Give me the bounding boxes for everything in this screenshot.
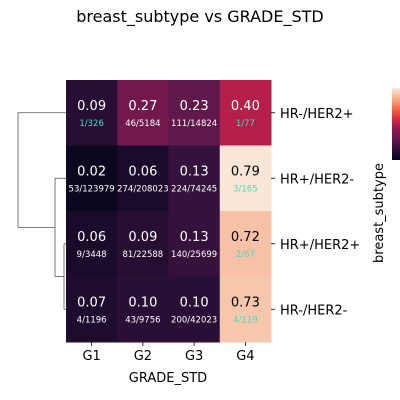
y-tick-labels: HR-/HER2+ HR+/HER2- HR+/HER2+ HR-/HER2- [271,107,360,318]
cell-value-label: 0.27 [128,99,157,114]
cell-value-label: 0.13 [180,230,209,245]
y-tick-label: HR-/HER2+ [280,107,354,122]
x-tick-label: G3 [185,349,203,364]
cell-count-label: 1/77 [236,119,255,129]
cell-value-label: 0.79 [231,164,260,179]
y-tick-label: HR-/HER2- [280,303,348,318]
cell-value-label: 0.10 [128,295,157,310]
cell-count-label: 140/25699 [171,250,217,260]
heatmap-cell [66,145,118,212]
cell-value-label: 0.13 [180,164,209,179]
x-tick-label: G1 [82,349,100,364]
cell-value-label: 0.40 [231,99,260,114]
heatmap-cell [117,80,169,146]
cell-count-label: 53/123979 [69,184,115,194]
cell-count-label: 46/5184 [125,119,160,129]
heatmap-cell [219,276,272,343]
y-tick-label: HR+/HER2+ [280,238,360,253]
cell-count-label: 9/3448 [77,250,107,260]
y-tick-label: HR+/HER2- [280,172,354,187]
heatmap-cell [168,80,221,146]
heatmap-cell [168,145,221,212]
cell-value-label: 0.06 [77,230,106,245]
heatmap-cell [219,211,272,277]
cell-value-label: 0.07 [77,295,106,310]
heatmap-cell [117,276,169,343]
cell-count-label: 200/42023 [171,315,217,325]
cell-value-label: 0.09 [77,99,106,114]
heatmap-cell [66,80,118,146]
heatmap-cell [168,211,221,277]
cell-value-label: 0.10 [180,295,209,310]
cell-count-label: 2/67 [236,250,255,260]
heatmap-cell [66,276,118,343]
cell-value-label: 0.09 [128,230,157,245]
cell-value-label: 0.72 [231,230,260,245]
heatmap-cells: 0.09 1/326 0.27 46/5184 0.23 111/14824 0.40 1/7… [66,80,272,343]
cell-count-label: 3/165 [233,184,258,194]
heatmap-cell [117,211,169,277]
cell-value-label: 0.73 [231,295,260,310]
cell-count-label: 4/1196 [77,315,107,325]
heatmap-cell [219,145,272,212]
cell-count-label: 274/208023 [117,184,169,194]
y-axis-label: breast_subtype [372,163,387,263]
cell-value-label: 0.06 [128,164,157,179]
x-axis-label: GRADE_STD [129,371,207,386]
x-tick-label: G4 [236,349,254,364]
cell-count-label: 1/326 [79,119,104,129]
cell-count-label: 43/9756 [125,315,160,325]
cell-value-label: 0.23 [180,99,209,114]
cell-count-label: 81/22588 [123,250,164,260]
colorbar [392,88,400,160]
cell-count-label: 4/119 [233,315,258,325]
chart-title: breast_subtype vs GRADE_STD [76,7,323,27]
heatmap-cell [117,145,169,212]
x-tick-label: G2 [134,349,152,364]
cell-value-label: 0.02 [77,164,106,179]
heatmap-cell [219,80,272,146]
row-dendrogram [17,112,66,310]
heatmap-cell [168,276,221,343]
x-tick-labels: G1 G2 G3 G4 [82,342,255,364]
cell-count-label: 111/14824 [171,119,217,129]
heatmap-cell [66,211,118,277]
cell-count-label: 224/74245 [171,184,217,194]
